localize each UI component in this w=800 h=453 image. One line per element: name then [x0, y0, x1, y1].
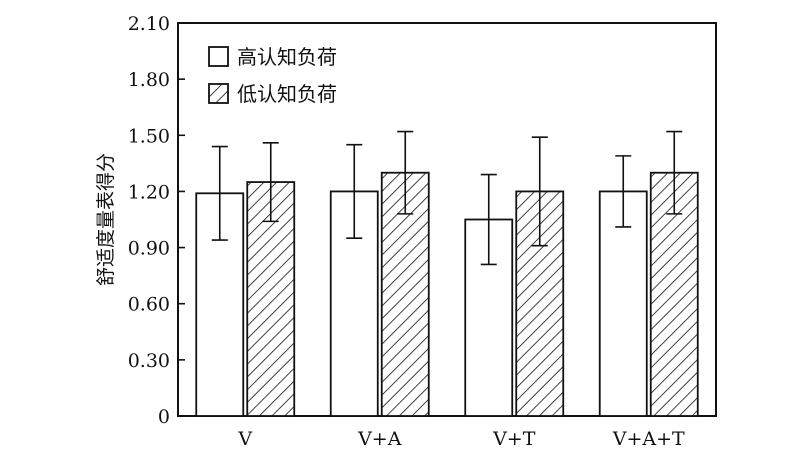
legend-label: 高认知负荷 — [237, 45, 337, 69]
x-tick-label: V+A+T — [612, 428, 685, 450]
y-tick-label: 0 — [158, 406, 170, 428]
legend-label: 低认知负荷 — [237, 82, 337, 106]
y-axis-label: 舒适度量表得分 — [95, 153, 117, 286]
y-tick-label: 0.90 — [128, 238, 170, 260]
x-tick-label: V+A — [357, 428, 402, 450]
y-tick-label: 0.30 — [128, 350, 170, 372]
y-tick-label: 2.10 — [128, 13, 170, 35]
bars — [195, 130, 699, 417]
y-tick-label: 1.20 — [128, 181, 170, 203]
plot-frame — [177, 22, 717, 417]
axes: 0 0.30 0.60 0.90 1.20 1.50 1.80 2.10 V V+A V+T V+A+… — [128, 13, 717, 450]
x-tick-label: V+T — [492, 428, 536, 450]
y-tick-label: 1.50 — [128, 125, 170, 147]
bar-high-load — [598, 190, 648, 417]
y-tick-label: 1.80 — [128, 69, 170, 91]
x-tick-label: V — [237, 428, 252, 450]
legend-swatch — [208, 46, 229, 67]
y-tick-label: 0.60 — [128, 294, 170, 316]
legend-swatch — [208, 83, 229, 104]
